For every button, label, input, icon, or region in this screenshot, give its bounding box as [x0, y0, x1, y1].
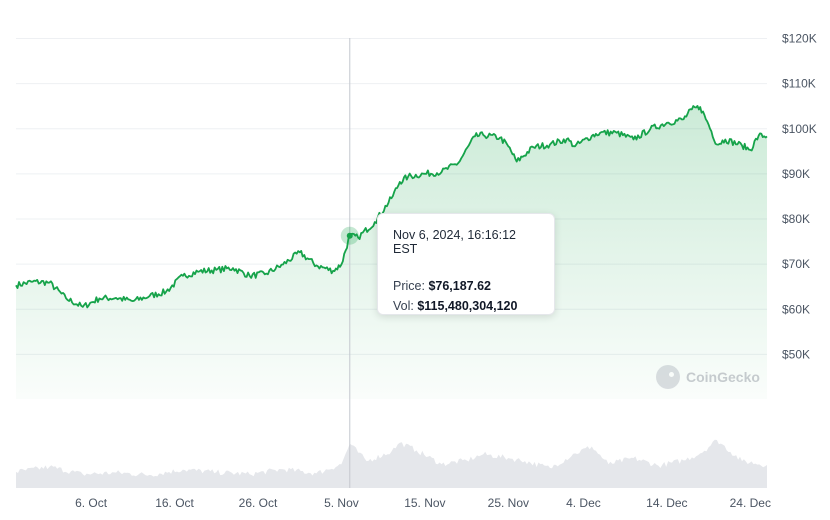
price-tooltip: Nov 6, 2024, 16:16:12 EST Price: $76,187… — [377, 213, 555, 315]
hover-point — [346, 232, 353, 239]
volume-area — [16, 439, 767, 488]
y-tick-label: $60K — [782, 302, 810, 316]
x-axis: 6. Oct 16. Oct 26. Oct 5. Nov 15. Nov 25. Nov… — [75, 496, 771, 510]
x-tick-label: 24. Dec — [730, 496, 771, 510]
y-axis: $120K $110K $100K $90K $80K $70K $60K $50K — [782, 32, 817, 362]
tooltip-vol-value: $115,480,304,120 — [417, 299, 518, 313]
y-tick-label: $80K — [782, 212, 810, 226]
gecko-logo-icon — [656, 365, 680, 389]
y-tick-label: $100K — [782, 122, 817, 136]
x-tick-label: 15. Nov — [404, 496, 445, 510]
tooltip-date: Nov 6, 2024, 16:16:12 EST — [393, 228, 517, 256]
tooltip-vol-label: Vol: — [393, 299, 414, 313]
x-tick-label: 26. Oct — [239, 496, 278, 510]
volume-series — [16, 439, 767, 488]
x-tick-label: 14. Dec — [646, 496, 687, 510]
y-tick-label: $70K — [782, 257, 810, 271]
x-tick-label: 5. Nov — [324, 496, 359, 510]
hover-marker — [340, 226, 359, 245]
coingecko-watermark: CoinGecko — [656, 364, 760, 390]
price-line[interactable] — [15, 105, 768, 309]
y-tick-label: $110K — [782, 77, 816, 91]
x-tick-label: 16. Oct — [155, 496, 194, 510]
watermark-text: CoinGecko — [686, 369, 760, 385]
x-tick-label: 6. Oct — [75, 496, 108, 510]
x-tick-label: 4. Dec — [566, 496, 601, 510]
price-line-series[interactable] — [15, 105, 768, 309]
tooltip-price-label: Price: — [393, 279, 425, 293]
y-tick-label: $90K — [782, 167, 810, 181]
x-tick-label: 25. Nov — [488, 496, 529, 510]
y-tick-label: $50K — [782, 347, 810, 361]
tooltip-price-row: Price: $76,187.62 — [393, 276, 539, 296]
y-tick-label: $120K — [782, 32, 817, 46]
tooltip-vol-row: Vol: $115,480,304,120 — [393, 296, 539, 316]
tooltip-price-value: $76,187.62 — [428, 279, 491, 293]
